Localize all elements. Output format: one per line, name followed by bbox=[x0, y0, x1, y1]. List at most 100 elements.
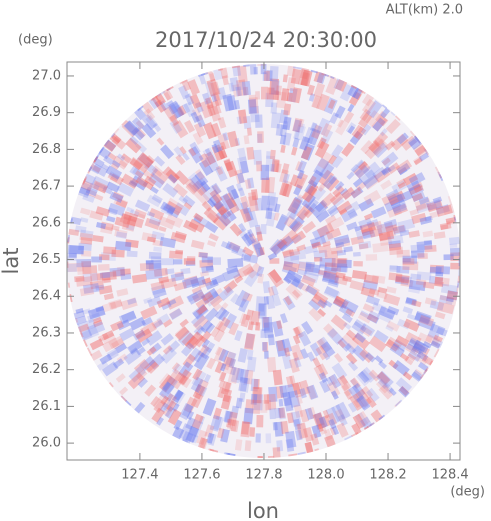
y-tick-label: 26.0 bbox=[32, 436, 61, 451]
echo-cell bbox=[103, 246, 117, 255]
echo-cell bbox=[358, 160, 368, 171]
echo-cell bbox=[198, 74, 207, 85]
echo-cell bbox=[279, 124, 288, 137]
echo-cell bbox=[82, 272, 98, 283]
echo-cell bbox=[286, 92, 293, 102]
echo-cell bbox=[218, 285, 234, 301]
echo-cell bbox=[372, 142, 389, 158]
echo-cell bbox=[244, 440, 252, 452]
echo-cell bbox=[281, 354, 293, 370]
echo-cell bbox=[321, 272, 340, 286]
echo-cell bbox=[413, 157, 423, 166]
echo-cell bbox=[376, 221, 395, 235]
echo-cell bbox=[265, 207, 273, 220]
echo-cell bbox=[241, 291, 251, 303]
echo-cell bbox=[207, 240, 217, 247]
echo-cell bbox=[280, 180, 293, 198]
echo-cell bbox=[357, 311, 373, 324]
echo-cell bbox=[220, 428, 230, 443]
echo-cell bbox=[230, 419, 240, 433]
echo-cell bbox=[267, 334, 275, 346]
echo-cell bbox=[150, 186, 159, 194]
echo-cell bbox=[163, 405, 174, 417]
echo-cell bbox=[77, 318, 96, 333]
echo-cell bbox=[189, 419, 204, 438]
echo-cell bbox=[262, 342, 269, 352]
echo-cell bbox=[214, 346, 223, 356]
echo-cell bbox=[295, 161, 304, 172]
echo-cell bbox=[246, 146, 255, 160]
echo-cell bbox=[389, 265, 398, 270]
echo-cell bbox=[416, 240, 433, 251]
echo-cell bbox=[127, 297, 137, 305]
echo-cell bbox=[281, 338, 293, 353]
echo-cell bbox=[81, 326, 100, 341]
echo-cell bbox=[201, 256, 213, 263]
echo-cell bbox=[241, 254, 252, 261]
echo-cell bbox=[412, 181, 424, 191]
echo-cell bbox=[217, 116, 227, 129]
echo-cell bbox=[238, 298, 250, 313]
echo-cell bbox=[170, 371, 187, 390]
echo-cell bbox=[246, 210, 259, 228]
echo-cell bbox=[291, 87, 302, 104]
echo-cell bbox=[371, 114, 388, 132]
echo-cell bbox=[320, 232, 335, 244]
echo-cell bbox=[205, 448, 215, 458]
echo-cell bbox=[134, 329, 146, 339]
echo-cell bbox=[405, 342, 418, 353]
echo-cell bbox=[279, 169, 289, 184]
echo-cell bbox=[152, 393, 170, 412]
echo-cell bbox=[359, 221, 377, 234]
echo-cell bbox=[350, 164, 360, 173]
echo-cell bbox=[405, 332, 422, 346]
echo-cell bbox=[89, 280, 104, 290]
echo-cell bbox=[148, 96, 160, 110]
echo-cell bbox=[236, 172, 245, 184]
echo-cell bbox=[201, 265, 214, 274]
echo-cell bbox=[116, 319, 131, 331]
echo-cell bbox=[300, 69, 313, 87]
echo-cell bbox=[152, 239, 164, 247]
echo-cell bbox=[140, 321, 157, 337]
echo-cell bbox=[363, 213, 374, 221]
echo-cell bbox=[133, 358, 150, 375]
echo-cell bbox=[133, 208, 147, 219]
echo-cell bbox=[402, 255, 418, 264]
echo-cell bbox=[129, 209, 140, 217]
echo-cell bbox=[229, 223, 243, 237]
echo-cell bbox=[166, 206, 180, 219]
echo-cell bbox=[429, 210, 440, 219]
echo-cell bbox=[238, 223, 247, 233]
echo-cell bbox=[317, 151, 334, 170]
echo-cell bbox=[220, 381, 232, 396]
echo-cell bbox=[356, 371, 371, 387]
echo-cell bbox=[79, 232, 94, 242]
echo-cell bbox=[365, 396, 377, 408]
echo-cell bbox=[217, 387, 226, 399]
echo-cell bbox=[192, 180, 208, 197]
echo-cell bbox=[233, 273, 242, 281]
echo-cell bbox=[143, 108, 156, 121]
echo-cell bbox=[282, 260, 300, 273]
echo-cell bbox=[161, 393, 178, 410]
echo-cell bbox=[307, 183, 319, 197]
echo-cell bbox=[249, 105, 260, 123]
echo-cell bbox=[309, 342, 323, 357]
echo-cell bbox=[208, 233, 219, 242]
echo-cell bbox=[81, 250, 92, 257]
echo-cell bbox=[440, 283, 458, 295]
echo-cell bbox=[210, 100, 222, 115]
echo-cell bbox=[358, 198, 375, 212]
echo-cell bbox=[237, 348, 248, 363]
echo-cell bbox=[144, 217, 161, 230]
echo-cell bbox=[161, 376, 179, 395]
echo-cell bbox=[388, 359, 399, 370]
echo-cell bbox=[237, 65, 248, 83]
echo-cell bbox=[402, 371, 413, 381]
echo-cell bbox=[270, 285, 279, 296]
echo-cell bbox=[176, 107, 185, 117]
echo-cell bbox=[429, 300, 445, 311]
echo-cell bbox=[191, 291, 206, 303]
echo-cell bbox=[287, 87, 298, 103]
